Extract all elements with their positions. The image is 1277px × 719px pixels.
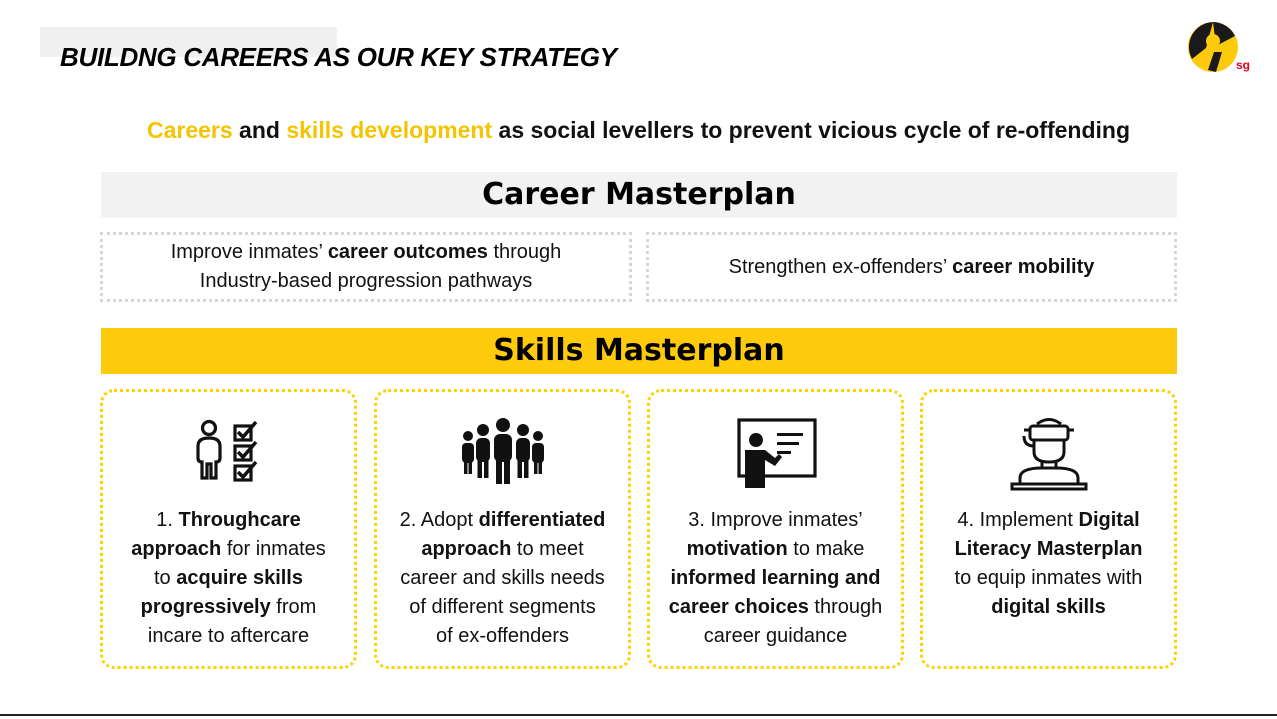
skill-card-differentiated: 2. Adopt differentiated approach to meet… bbox=[374, 389, 631, 669]
group-people-icon bbox=[461, 418, 544, 484]
person-checklist-icon bbox=[195, 419, 257, 482]
career-left-text: through bbox=[487, 241, 562, 263]
subtitle: Careers and skills development as social… bbox=[0, 117, 1277, 144]
teacher-presentation-icon bbox=[736, 418, 817, 488]
career-masterplan-heading: Career Masterplan bbox=[101, 172, 1177, 218]
skill-card-text: 4. Implement Digital Literacy Masterplan… bbox=[954, 509, 1143, 618]
career-right-text: Strengthen ex-offenders’ bbox=[728, 255, 953, 278]
skill-card-text: 3. Improve inmates’ motivation to make i… bbox=[668, 509, 883, 647]
logo-text: sg bbox=[1236, 58, 1250, 72]
vr-headset-person-icon bbox=[1010, 418, 1087, 491]
career-outcomes-box: Improve inmates’ career outcomes through… bbox=[100, 232, 632, 302]
skill-card-motivation: 3. Improve inmates’ motivation to make i… bbox=[647, 389, 904, 669]
subtitle-highlight-careers: Careers bbox=[146, 117, 233, 143]
subtitle-highlight-skills: skills development bbox=[286, 117, 493, 143]
career-left-bold: career outcomes bbox=[327, 241, 488, 263]
career-left-text: Improve inmates’ bbox=[170, 241, 328, 263]
subtitle-text: and bbox=[232, 117, 287, 143]
title-background bbox=[40, 27, 337, 57]
skill-card-text: 1. Throughcare approach for inmates to a… bbox=[131, 509, 326, 647]
career-left-line2: Industry-based progression pathways bbox=[199, 270, 533, 292]
page-title: BUILDNG CAREERS AS OUR KEY STRATEGY bbox=[60, 42, 617, 72]
career-right-bold: career mobility bbox=[952, 255, 1095, 278]
skill-card-throughcare: 1. Throughcare approach for inmates to a… bbox=[100, 389, 357, 669]
skill-card-text: 2. Adopt differentiated approach to meet… bbox=[399, 509, 606, 647]
bottom-divider bbox=[0, 714, 1277, 716]
subtitle-text: as social levellers to prevent vicious c… bbox=[492, 117, 1130, 143]
skills-masterplan-heading: Skills Masterplan bbox=[101, 328, 1177, 374]
career-mobility-box: Strengthen ex-offenders’ career mobility bbox=[646, 232, 1177, 302]
skill-card-digital-literacy: 4. Implement Digital Literacy Masterplan… bbox=[920, 389, 1177, 669]
logo-icon: sg bbox=[1188, 22, 1250, 72]
